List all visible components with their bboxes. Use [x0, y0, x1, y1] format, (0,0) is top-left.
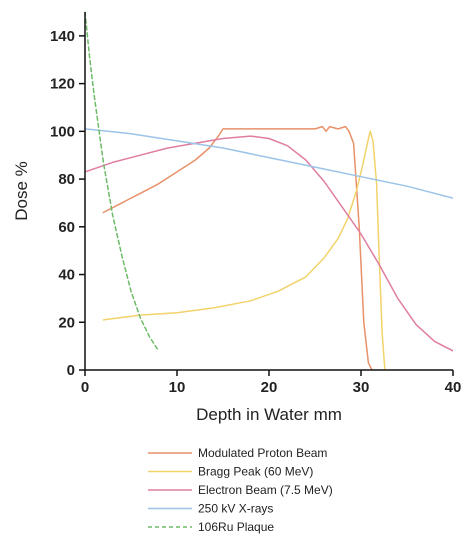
legend-label-modulated-proton-beam: Modulated Proton Beam — [198, 446, 327, 460]
plot-area — [85, 11, 453, 370]
y-tick-label: 0 — [67, 362, 75, 379]
x-tick-label: 0 — [81, 379, 89, 396]
legend-label-bragg-peak-60-mev: Bragg Peak (60 MeV) — [198, 465, 313, 479]
legend: Modulated Proton Beam Bragg Peak (60 MeV)… — [148, 446, 333, 534]
y-tick-label: 40 — [58, 267, 75, 284]
x-tick-label: 30 — [353, 379, 370, 396]
series-line-bragg-peak-60-mev — [102, 130, 386, 370]
axes: 0 10 20 30 40 0 20 40 60 80 100 120 140 — [50, 12, 461, 396]
legend-label-electron-beam-7-5-mev: Electron Beam (7.5 MeV) — [198, 483, 333, 497]
x-tick-label: 20 — [261, 379, 278, 396]
x-tick-label: 10 — [169, 379, 186, 396]
x-tick-label: 40 — [445, 379, 461, 396]
y-tick-label: 80 — [58, 171, 75, 188]
series-line-modulated-proton-beam — [102, 125, 373, 370]
y-axis-title: Dose % — [12, 161, 31, 221]
legend-label-250-kv-x-rays: 250 kV X-rays — [198, 502, 273, 516]
y-tick-label: 60 — [58, 219, 75, 236]
y-tick-label: 140 — [50, 28, 75, 45]
legend-label-106ru-plaque: 106Ru Plaque — [198, 520, 274, 534]
x-axis-title: Depth in Water mm — [196, 405, 342, 424]
series-line-106ru-plaque — [85, 11, 160, 352]
series-line-250-kv-x-rays — [85, 128, 453, 199]
x-axis-ticks: 0 10 20 30 40 — [81, 370, 461, 396]
y-tick-label: 100 — [50, 123, 75, 140]
y-tick-label: 120 — [50, 76, 75, 93]
series-line-electron-beam-7-5-mev — [85, 135, 453, 352]
y-tick-label: 20 — [58, 314, 75, 331]
y-axis-ticks: 0 20 40 60 80 100 120 140 — [50, 28, 85, 379]
